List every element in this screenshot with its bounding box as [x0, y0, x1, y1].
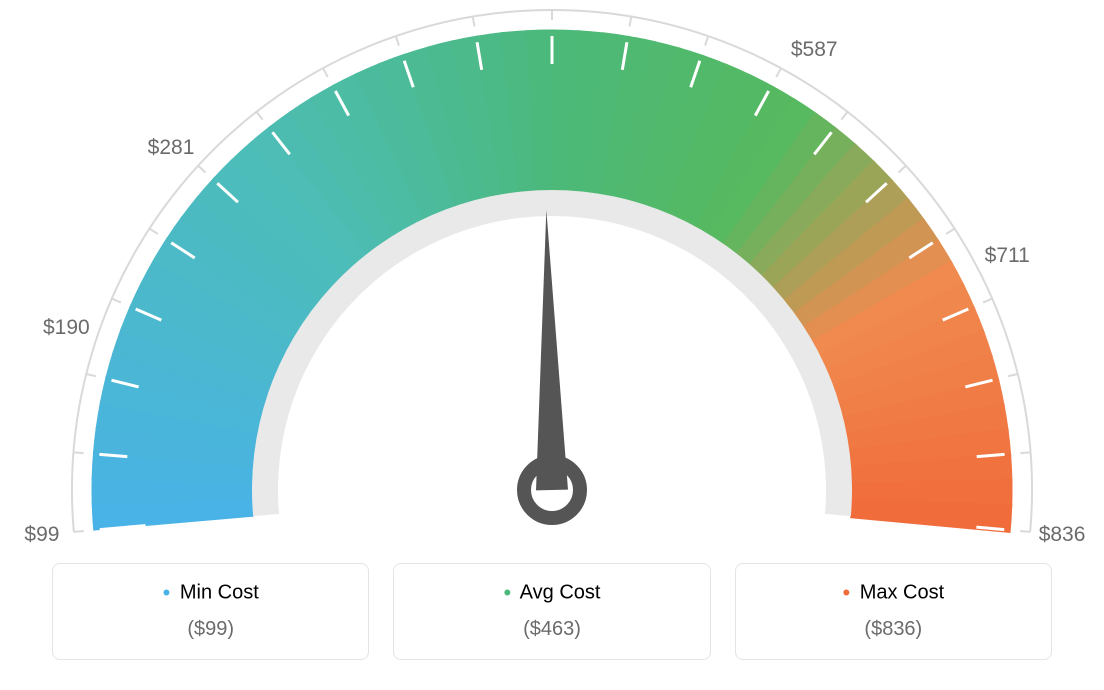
gauge-tick-label: $711 [985, 244, 1030, 268]
legend-avg-value: ($463) [402, 618, 701, 641]
gauge-tick-label: $836 [1039, 523, 1086, 547]
legend-max-value: ($836) [744, 618, 1043, 641]
legend-max-label: Max Cost [860, 581, 944, 603]
gauge-tick-label: $281 [148, 136, 195, 160]
gauge-tick-label: $99 [24, 523, 59, 547]
cost-gauge-widget: $99$190$281$463$587$711$836 • Min Cost (… [0, 0, 1104, 690]
legend-avg-card: • Avg Cost ($463) [393, 563, 710, 660]
dot-icon: • [504, 580, 512, 605]
gauge-svg [0, 0, 1104, 560]
legend-avg-label: Avg Cost [520, 581, 601, 603]
gauge-tick-label: $190 [43, 316, 90, 340]
legend-min-card: • Min Cost ($99) [52, 563, 369, 660]
gauge-tick-label: $587 [791, 38, 838, 62]
gauge-chart: $99$190$281$463$587$711$836 [0, 0, 1104, 560]
legend-row: • Min Cost ($99) • Avg Cost ($463) • Max… [52, 563, 1052, 660]
legend-min-value: ($99) [61, 618, 360, 641]
dot-icon: • [842, 580, 850, 605]
legend-min-title: • Min Cost [61, 580, 360, 606]
dot-icon: • [163, 580, 171, 605]
legend-min-label: Min Cost [180, 581, 259, 603]
legend-max-card: • Max Cost ($836) [735, 563, 1052, 660]
legend-max-title: • Max Cost [744, 580, 1043, 606]
legend-avg-title: • Avg Cost [402, 580, 701, 606]
